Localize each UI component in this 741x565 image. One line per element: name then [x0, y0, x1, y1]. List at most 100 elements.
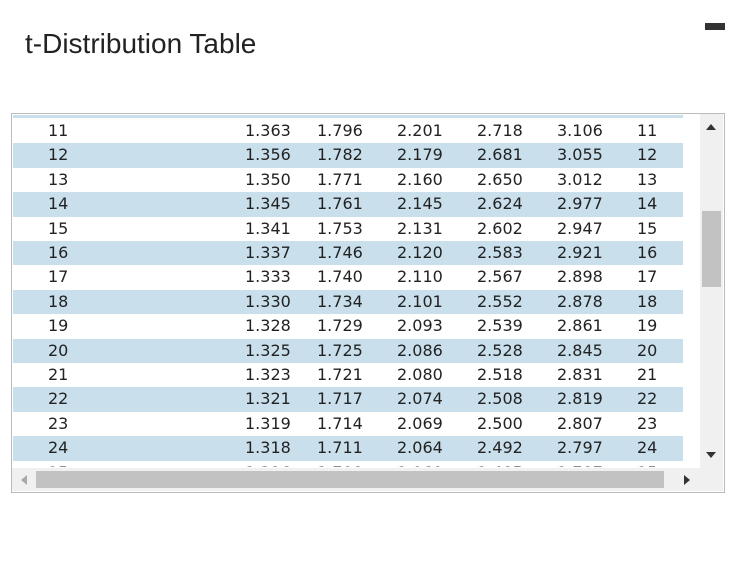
df-cell: 19 — [48, 316, 69, 336]
value-cell: 2.500 — [477, 413, 523, 433]
value-cell: 1.761 — [317, 194, 363, 214]
minimize-button[interactable] — [705, 23, 725, 30]
value-cell: 2.101 — [397, 291, 443, 311]
value-cell: 2.819 — [557, 389, 603, 409]
value-cell: 1.725 — [317, 340, 363, 360]
df-cell: 18 — [48, 291, 69, 311]
table-row: 24 1.318 1.711 2.064 2.492 2.797 24 — [13, 436, 683, 461]
value-cell: 2.201 — [397, 121, 443, 140]
scroll-right[interactable] — [684, 475, 690, 485]
value-cell: 2.492 — [477, 438, 523, 458]
df-cell: 24 — [48, 438, 69, 458]
value-cell: 1.333 — [245, 267, 291, 287]
page-title: t-Distribution Table — [25, 28, 257, 59]
scroll-left[interactable] — [21, 475, 27, 485]
scroll-thumb[interactable] — [36, 471, 664, 488]
scroll-down[interactable] — [706, 452, 716, 458]
value-cell: 1.782 — [317, 145, 363, 165]
df-cell: 16 — [637, 243, 658, 262]
value-cell: 2.650 — [477, 169, 523, 189]
df-cell: 13 — [637, 169, 658, 189]
table-row: 16 1.337 1.746 2.120 2.583 2.921 16 — [13, 241, 683, 266]
value-cell: 1.708 — [317, 463, 363, 467]
value-cell: 2.508 — [477, 389, 523, 409]
value-cell: 1.316 — [245, 463, 291, 467]
scroll-thumb[interactable] — [702, 211, 721, 287]
value-cell: 1.319 — [245, 413, 291, 433]
value-cell: 2.064 — [397, 438, 443, 458]
value-cell: 1.318 — [245, 438, 291, 458]
value-cell: 1.323 — [245, 365, 291, 384]
value-cell: 2.131 — [397, 218, 443, 238]
table-row: 19 1.328 1.729 2.093 2.539 2.861 19 — [13, 314, 683, 338]
value-cell: 3.055 — [557, 145, 603, 165]
value-cell: 2.179 — [397, 145, 443, 165]
value-cell: 2.718 — [477, 121, 523, 140]
df-cell: 23 — [637, 413, 658, 433]
value-cell: 2.898 — [557, 267, 603, 287]
value-cell: 2.861 — [557, 316, 603, 336]
df-cell: 11 — [48, 121, 69, 140]
value-cell: 2.060 — [397, 463, 443, 467]
df-cell: 25 — [637, 463, 657, 467]
df-cell: 13 — [48, 169, 69, 189]
value-cell: 3.106 — [557, 121, 603, 140]
df-cell: 11 — [637, 121, 658, 140]
value-cell: 2.921 — [557, 243, 603, 262]
table-row: 22 1.321 1.717 2.074 2.508 2.819 22 — [13, 387, 683, 412]
value-cell: 1.721 — [317, 365, 363, 384]
df-cell: 12 — [637, 145, 658, 165]
value-cell: 3.012 — [557, 169, 603, 189]
value-cell: 1.330 — [245, 291, 291, 311]
df-cell: 18 — [637, 291, 658, 311]
df-cell: 19 — [637, 316, 658, 336]
df-cell: 20 — [48, 340, 69, 360]
value-cell: 2.807 — [557, 413, 603, 433]
value-cell: 1.771 — [317, 169, 363, 189]
vertical-scrollbar[interactable] — [700, 114, 723, 468]
value-cell: 2.947 — [557, 218, 603, 238]
value-cell: 2.797 — [557, 438, 603, 458]
df-cell: 21 — [637, 365, 658, 384]
value-cell: 2.831 — [557, 365, 603, 384]
horizontal-scrollbar[interactable] — [12, 468, 723, 491]
value-cell: 2.977 — [557, 194, 603, 214]
value-cell: 1.363 — [245, 121, 291, 140]
df-cell: 15 — [48, 218, 69, 238]
value-cell: 1.746 — [317, 243, 363, 262]
df-cell: 12 — [48, 145, 69, 165]
value-cell: 1.734 — [317, 291, 363, 311]
df-cell: 24 — [637, 438, 658, 458]
value-cell: 2.093 — [397, 316, 443, 336]
df-cell: 14 — [48, 194, 69, 214]
value-cell: 1.350 — [245, 169, 291, 189]
value-cell: 1.337 — [245, 243, 291, 262]
table-row: 21 1.323 1.721 2.080 2.518 2.831 21 — [13, 363, 683, 387]
table-row: 17 1.333 1.740 2.110 2.567 2.898 17 — [13, 265, 683, 289]
value-cell: 1.740 — [317, 267, 363, 287]
value-cell: 2.845 — [557, 340, 603, 360]
table-row: 15 1.341 1.753 2.131 2.602 2.947 15 — [13, 217, 683, 241]
df-cell: 16 — [48, 243, 69, 262]
value-cell: 2.485 — [477, 463, 523, 467]
value-cell: 2.787 — [557, 463, 603, 467]
df-cell: 17 — [48, 267, 69, 287]
value-cell: 2.681 — [477, 145, 523, 165]
df-cell: 17 — [637, 267, 658, 287]
table-row: 11 1.363 1.796 2.201 2.718 3.106 11 — [13, 119, 683, 143]
value-cell: 1.345 — [245, 194, 291, 214]
table-row: 14 1.345 1.761 2.145 2.624 2.977 14 — [13, 192, 683, 217]
value-cell: 2.567 — [477, 267, 523, 287]
df-cell: 23 — [48, 413, 69, 433]
value-cell: 2.080 — [397, 365, 443, 384]
table-viewport: 11 1.363 1.796 2.201 2.718 3.106 11 12 1.356 1.78… — [13, 115, 699, 467]
value-cell: 2.074 — [397, 389, 443, 409]
table-row: 25 1.316 1.708 2.060 2.485 2.787 25 — [13, 461, 683, 467]
value-cell: 2.145 — [397, 194, 443, 214]
df-cell: 14 — [637, 194, 658, 214]
df-cell: 21 — [48, 365, 69, 384]
table-row: 20 1.325 1.725 2.086 2.528 2.845 20 — [13, 338, 683, 363]
value-cell: 2.583 — [477, 243, 523, 262]
df-cell: 25 — [48, 463, 68, 467]
scroll-up[interactable] — [706, 124, 716, 130]
